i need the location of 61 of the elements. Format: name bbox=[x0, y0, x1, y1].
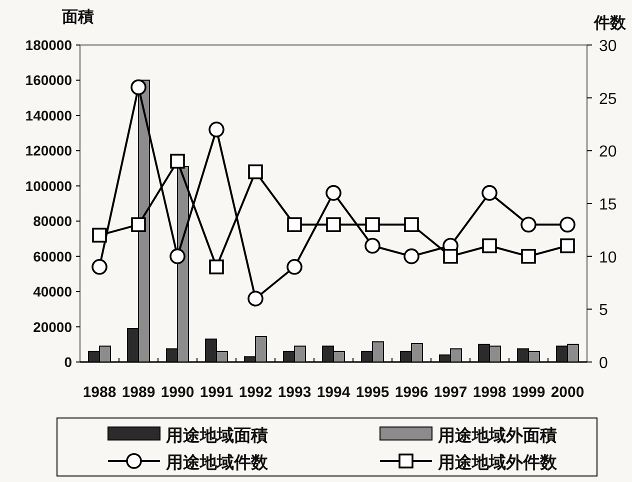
x-tick-label: 1998 bbox=[472, 384, 506, 401]
point bbox=[520, 216, 536, 233]
x-tick-label: 1989 bbox=[122, 384, 156, 401]
point bbox=[364, 238, 380, 254]
x-tick-label: 1999 bbox=[512, 384, 546, 401]
x-tick-label: 1990 bbox=[160, 384, 194, 401]
x-tick-label: 1995 bbox=[356, 384, 390, 401]
point bbox=[170, 248, 186, 264]
x-tick-label: 1988 bbox=[82, 384, 116, 401]
point bbox=[326, 185, 342, 201]
point bbox=[170, 154, 185, 169]
point bbox=[286, 259, 302, 275]
point bbox=[92, 259, 108, 275]
y2-axis-title: 件数 bbox=[593, 14, 627, 32]
legend-label: 用途地域外件数 bbox=[437, 453, 558, 472]
point bbox=[130, 79, 146, 96]
point bbox=[365, 217, 380, 232]
point bbox=[92, 228, 107, 243]
y-tick-label: 80000 bbox=[33, 213, 72, 230]
y-axis-title: 面積 bbox=[61, 8, 94, 26]
y-tick-label: 120000 bbox=[25, 142, 72, 159]
point bbox=[131, 217, 146, 232]
point bbox=[404, 248, 420, 264]
point bbox=[482, 238, 497, 254]
point bbox=[560, 216, 576, 233]
y-tick-label: 140000 bbox=[25, 107, 72, 124]
point bbox=[404, 217, 419, 232]
y2-tick-label: 10 bbox=[599, 249, 617, 266]
x-tick-label: 1993 bbox=[278, 384, 312, 401]
point bbox=[248, 164, 263, 180]
y-tick-label: 160000 bbox=[25, 72, 72, 88]
x-tick-label: 1994 bbox=[316, 384, 351, 401]
y-tick-label: 60000 bbox=[33, 248, 72, 264]
x-tick-label: 1997 bbox=[434, 384, 468, 401]
y2-tick-label: 30 bbox=[599, 38, 617, 55]
y-tick-label: 180000 bbox=[25, 37, 72, 53]
y-tick-label: 0 bbox=[64, 354, 72, 370]
y2-tick-label: 5 bbox=[599, 302, 608, 320]
legend-label: 用途地域面積 bbox=[165, 426, 268, 445]
point bbox=[287, 217, 302, 232]
y2-tick-label: 25 bbox=[599, 90, 617, 108]
point bbox=[560, 238, 575, 254]
x-tick-label: 2000 bbox=[550, 384, 584, 401]
x-tick-label: 1992 bbox=[238, 384, 272, 401]
y2-tick-label: 15 bbox=[599, 196, 617, 214]
point bbox=[208, 122, 224, 138]
legend-label: 用途地域件数 bbox=[165, 453, 269, 472]
y2-tick-label: 0 bbox=[599, 355, 608, 372]
point bbox=[248, 290, 264, 306]
y-tick-label: 100000 bbox=[25, 178, 72, 194]
x-tick-label: 1996 bbox=[394, 384, 428, 401]
point bbox=[482, 185, 498, 201]
point bbox=[443, 248, 458, 264]
point bbox=[521, 248, 536, 264]
y-tick-label: 20000 bbox=[33, 318, 72, 335]
point bbox=[326, 217, 341, 232]
legend-label: 用途地域外面積 bbox=[437, 426, 557, 445]
x-tick-label: 1991 bbox=[200, 384, 234, 401]
y2-tick-label: 20 bbox=[599, 144, 617, 161]
y-tick-label: 40000 bbox=[33, 284, 72, 300]
point bbox=[209, 260, 224, 274]
